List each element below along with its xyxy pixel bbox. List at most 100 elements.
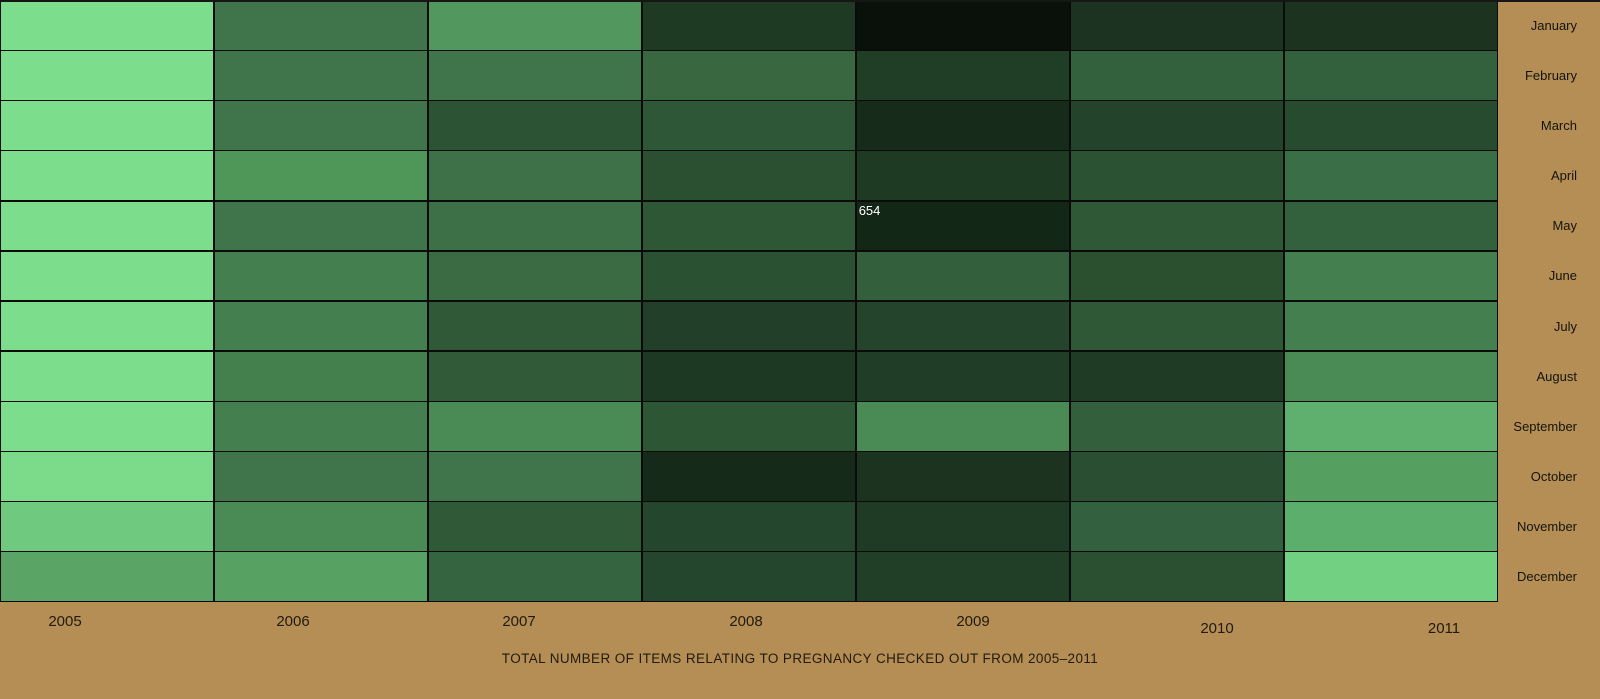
heatmap-cell-2006-november[interactable] — [214, 502, 428, 551]
heatmap-grid: 654 — [0, 0, 1498, 602]
heatmap-cell-2009-august[interactable] — [856, 351, 1070, 401]
heatmap-cell-2009-april[interactable] — [856, 151, 1070, 200]
heatmap-cell-2010-december[interactable] — [1070, 552, 1284, 601]
heatmap-cell-2008-june[interactable] — [642, 251, 856, 301]
heatmap-cell-2005-august[interactable] — [1, 351, 214, 401]
heatmap-cell-2008-september[interactable] — [642, 402, 856, 451]
heatmap-cell-2011-june[interactable] — [1284, 251, 1497, 301]
heatmap-cell-2009-july[interactable] — [856, 301, 1070, 351]
month-axis-label-january: January — [1530, 17, 1577, 33]
heatmap-cell-2007-december[interactable] — [428, 552, 642, 601]
heatmap-cell-2011-december[interactable] — [1284, 552, 1497, 601]
month-axis-label-november: November — [1517, 519, 1577, 535]
month-axis-label-august: August — [1536, 368, 1577, 384]
year-axis-label-2008: 2008 — [729, 613, 763, 630]
heatmap-cell-2008-august[interactable] — [642, 351, 856, 401]
month-axis-label-june: June — [1548, 268, 1577, 284]
heatmap-cell-2010-march[interactable] — [1070, 101, 1284, 150]
heatmap-cell-2007-february[interactable] — [428, 51, 642, 100]
heatmap-cell-2011-february[interactable] — [1284, 51, 1497, 100]
year-axis: 2005 2006 2007 2008 2009 2010 2011 — [0, 602, 1600, 652]
month-axis-label-october: October — [1530, 469, 1577, 485]
heatmap-cell-2006-october[interactable] — [214, 452, 428, 501]
heatmap-cell-2005-december[interactable] — [1, 552, 214, 601]
heatmap-cell-2010-september[interactable] — [1070, 402, 1284, 451]
month-axis-label-july: July — [1553, 318, 1577, 334]
year-axis-label-2011: 2011 — [1427, 620, 1461, 637]
heatmap-cell-2009-march[interactable] — [856, 101, 1070, 150]
heatmap-cell-2005-march[interactable] — [1, 101, 214, 150]
heatmap-cell-2009-november[interactable] — [856, 502, 1070, 551]
heatmap-cell-2009-january[interactable] — [856, 1, 1070, 50]
heatmap-cell-2005-april[interactable] — [1, 151, 214, 200]
heatmap-cell-2011-october[interactable] — [1284, 452, 1497, 501]
heatmap-cell-2007-july[interactable] — [428, 301, 642, 351]
heatmap-cell-2010-august[interactable] — [1070, 351, 1284, 401]
heatmap-cell-2006-september[interactable] — [214, 402, 428, 451]
heatmap-cell-2007-october[interactable] — [428, 452, 642, 501]
heatmap-cell-2006-august[interactable] — [214, 351, 428, 401]
heatmap-cell-2011-april[interactable] — [1284, 151, 1497, 200]
heatmap-cell-2009-september[interactable] — [856, 402, 1070, 451]
heatmap-cell-2005-september[interactable] — [1, 402, 214, 451]
heatmap-cell-2009-june[interactable] — [856, 251, 1070, 301]
heatmap-cell-2008-february[interactable] — [642, 51, 856, 100]
heatmap-cell-2006-march[interactable] — [214, 101, 428, 150]
heatmap-cell-2008-march[interactable] — [642, 101, 856, 150]
heatmap-cell-2005-june[interactable] — [1, 251, 214, 301]
heatmap-cell-2011-august[interactable] — [1284, 351, 1497, 401]
month-axis-label-march: March — [1540, 117, 1577, 133]
year-axis-label-2009: 2009 — [956, 613, 990, 630]
heatmap-cell-2006-june[interactable] — [214, 251, 428, 301]
heatmap-cell-2006-january[interactable] — [214, 1, 428, 50]
heatmap-cell-2009-may[interactable]: 654 — [856, 201, 1070, 251]
heatmap-cell-2006-december[interactable] — [214, 552, 428, 601]
heatmap-cell-2011-september[interactable] — [1284, 402, 1497, 451]
heatmap-cell-2007-september[interactable] — [428, 402, 642, 451]
heatmap-cell-2010-january[interactable] — [1070, 1, 1284, 50]
heatmap-cell-2007-june[interactable] — [428, 251, 642, 301]
heatmap-cell-2009-february[interactable] — [856, 51, 1070, 100]
year-axis-label-2006: 2006 — [276, 613, 310, 630]
heatmap-cell-2007-may[interactable] — [428, 201, 642, 251]
heatmap-cell-2005-july[interactable] — [1, 301, 214, 351]
heatmap-cell-2010-october[interactable] — [1070, 452, 1284, 501]
heatmap-cell-2008-december[interactable] — [642, 552, 856, 601]
heatmap-cell-2010-may[interactable] — [1070, 201, 1284, 251]
heatmap-cell-2007-march[interactable] — [428, 101, 642, 150]
heatmap-cell-2008-october[interactable] — [642, 452, 856, 501]
heatmap-cell-2010-april[interactable] — [1070, 151, 1284, 200]
heatmap-cell-2007-january[interactable] — [428, 1, 642, 50]
heatmap-cell-2011-january[interactable] — [1284, 1, 1497, 50]
heatmap-cell-2010-july[interactable] — [1070, 301, 1284, 351]
heatmap-cell-2007-april[interactable] — [428, 151, 642, 200]
heatmap-cell-2007-november[interactable] — [428, 502, 642, 551]
heatmap-cell-2009-december[interactable] — [856, 552, 1070, 601]
heatmap-cell-2010-june[interactable] — [1070, 251, 1284, 301]
year-axis-label-2005: 2005 — [48, 613, 82, 630]
month-axis-label-september: September — [1513, 418, 1577, 434]
heatmap-cell-2006-may[interactable] — [214, 201, 428, 251]
heatmap-cell-2006-july[interactable] — [214, 301, 428, 351]
heatmap-cell-2011-july[interactable] — [1284, 301, 1497, 351]
heatmap-cell-2005-january[interactable] — [1, 1, 214, 50]
heatmap-cell-2009-october[interactable] — [856, 452, 1070, 501]
heatmap-cell-2007-august[interactable] — [428, 351, 642, 401]
heatmap-cell-2008-november[interactable] — [642, 502, 856, 551]
heatmap-cell-2011-november[interactable] — [1284, 502, 1497, 551]
heatmap-cell-2008-may[interactable] — [642, 201, 856, 251]
heatmap-cell-2008-april[interactable] — [642, 151, 856, 200]
heatmap-cell-2011-march[interactable] — [1284, 101, 1497, 150]
heatmap-cell-2005-february[interactable] — [1, 51, 214, 100]
heatmap-cell-2010-february[interactable] — [1070, 51, 1284, 100]
heatmap-cell-2006-april[interactable] — [214, 151, 428, 200]
month-axis-label-april: April — [1550, 168, 1577, 184]
heatmap-cell-2005-october[interactable] — [1, 452, 214, 501]
heatmap-cell-2008-july[interactable] — [642, 301, 856, 351]
heatmap-cell-2010-november[interactable] — [1070, 502, 1284, 551]
heatmap-cell-2005-may[interactable] — [1, 201, 214, 251]
heatmap-cell-2006-february[interactable] — [214, 51, 428, 100]
heatmap-cell-2011-may[interactable] — [1284, 201, 1497, 251]
heatmap-cell-2008-january[interactable] — [642, 1, 856, 50]
heatmap-cell-2005-november[interactable] — [1, 502, 214, 551]
